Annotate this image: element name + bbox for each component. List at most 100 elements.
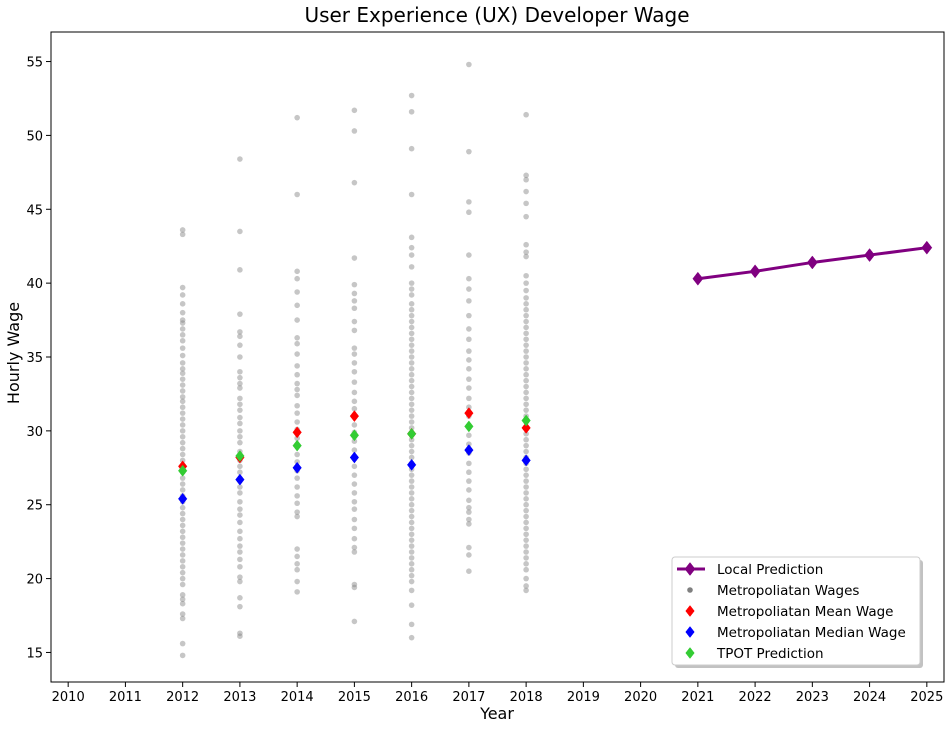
metro-wage-point [237,439,243,446]
legend-marker [685,647,695,659]
metro-wage-point [466,199,472,205]
metro-wage-point [294,500,300,507]
x-tick-label: 2024 [853,690,886,705]
metro-wage-point [179,640,186,647]
legend-marker [687,587,693,593]
metro-wage-point [523,513,529,520]
x-tick-label: 2022 [739,690,772,705]
metro-wage-point [179,352,186,359]
local-prediction-point [921,240,933,255]
metro-wage-point [237,506,243,512]
metro-wage-point [523,507,529,514]
metro-wage-point [237,156,243,162]
metro-wage-point [179,558,186,564]
metro-wage-point [237,395,243,402]
metro-wage-point [466,504,472,511]
x-tick-label: 2019 [567,690,600,705]
metro-wage-point [408,531,415,538]
axis-ticks: 2010 2011 2012 2013 2014 2015 2016 2017 2018 2019… [26,56,943,705]
diamond-point [407,427,417,440]
metro-wage-point [237,574,243,580]
metro-wage-point [237,630,243,637]
metro-wage-point [237,311,243,317]
metro-wage-point [408,401,415,408]
metro-wage-point [294,509,300,515]
metro-wage-point [466,521,472,527]
metro-wage-point [237,428,243,434]
metro-wage-point [294,475,300,481]
metro-wage-point [294,566,300,573]
metro-wage-point [466,469,472,476]
metro-wage-point [523,176,529,183]
legend-marker [684,562,696,576]
metro-wage-point [408,525,415,532]
metro-wage-point [179,337,186,344]
metro-wage-point [523,549,529,555]
metro-wage-point [351,107,358,114]
diamond-point [521,414,531,427]
metro-wage-point [179,332,186,338]
metro-wage-point [408,454,415,461]
metro-wage-point [408,448,415,455]
metro-wage-point [523,371,529,378]
x-tick-label: 2011 [109,690,142,705]
metro-wage-point [523,306,529,313]
metro-wage-point [523,442,529,449]
metro-wage-point [237,469,243,476]
metro-wage-point [294,589,300,595]
metro-wage-point [237,407,243,413]
metro-wage-point [179,652,186,659]
metro-wage-point [179,528,186,535]
metro-wage-point [408,419,415,425]
metro-wage-point [408,108,415,115]
metro-wage-point [408,519,415,526]
metro-wage-point [179,592,186,598]
metro-wage-point [466,552,472,558]
metro-wage-point [179,382,186,388]
metro-wage-point [237,563,243,570]
metro-wage-point [408,472,415,478]
metro-wage-point [523,519,529,526]
metro-wage-point [179,569,186,576]
metro-wage-point [179,504,186,511]
metro-wage-point [351,618,358,625]
metro-wage-point [351,179,358,186]
metro-wage-point [179,388,186,394]
metro-wage-point [179,481,186,487]
metro-wage-point [466,478,472,484]
metro-wage-point [523,431,529,437]
metro-wage-point [237,433,243,440]
y-tick-label: 30 [26,425,43,440]
metro-wage-point [523,472,529,478]
metro-wage-point [466,298,472,304]
metro-wage-point [294,275,300,282]
metro-wage-point [179,433,186,440]
metro-wage-point [466,348,472,354]
metro-wage-point [351,549,358,555]
metro-wage-point [523,287,529,294]
metro-wage-point [179,428,186,434]
metro-wage-point [237,368,243,375]
y-tick-label: 35 [26,351,43,366]
metro-wage-point [351,544,358,551]
metro-wage-point [408,377,415,384]
metro-wage-point [408,92,415,99]
metro-wage-point [408,555,415,561]
metro-wage-point [294,546,300,552]
metro-wage-point [523,490,529,496]
metro-wage-point [408,507,415,514]
metro-wage-point [179,370,186,377]
metro-wage-point [408,578,415,585]
metro-wage-point [466,404,472,411]
metro-wage-point [179,600,186,607]
diamond-point [292,426,302,439]
metro-wage-point [179,284,186,291]
metro-wage-point [466,395,472,402]
local-prediction-point [692,271,704,286]
metro-wage-point [466,516,472,523]
metro-wage-point [179,457,186,464]
legend-marker [685,626,695,638]
local-prediction-point [864,248,875,262]
metro-wage-point [523,561,529,567]
metro-wage-point [179,345,186,351]
